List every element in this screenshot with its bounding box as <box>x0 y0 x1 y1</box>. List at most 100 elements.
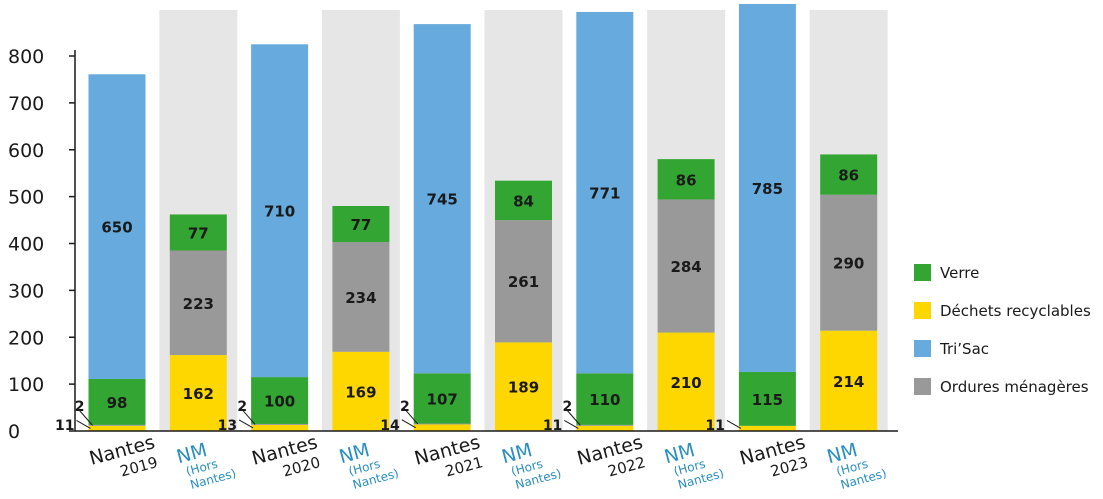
data-label: 210 <box>670 374 701 392</box>
data-label: 115 <box>752 391 783 409</box>
bar-segment <box>738 3 796 372</box>
data-label: 189 <box>508 379 539 397</box>
data-label: 162 <box>183 385 214 403</box>
data-label: 223 <box>183 295 214 313</box>
bar-segment <box>169 214 227 251</box>
bar-segment <box>413 423 471 425</box>
data-label: 785 <box>752 180 783 198</box>
y-tick-label: 400 <box>8 234 44 256</box>
y-axis: 0 100 200 300 400 500 600 700 800 <box>8 46 76 443</box>
data-label: 710 <box>264 203 295 221</box>
data-label: 284 <box>670 258 701 276</box>
bar-segment <box>413 24 471 374</box>
bar-segment <box>738 371 796 426</box>
bar-segment <box>576 373 634 425</box>
callout-line <box>565 409 581 426</box>
data-label: 98 <box>107 394 128 412</box>
callout-line <box>726 419 742 429</box>
data-label: 84 <box>513 192 534 210</box>
legend-label: Verre <box>940 264 979 282</box>
y-tick-label: 100 <box>8 374 44 396</box>
callout-line <box>403 407 419 425</box>
y-tick-label: 300 <box>8 280 44 302</box>
data-label: 234 <box>345 289 376 307</box>
bar-segment <box>576 424 634 426</box>
bar-segment <box>169 355 227 431</box>
value-labels: 9865011216222377100710132169234771077451… <box>55 167 864 434</box>
bar-segment <box>576 425 634 431</box>
y-tick-label: 600 <box>8 140 44 162</box>
data-label: 169 <box>345 383 376 401</box>
data-label: 745 <box>427 191 458 209</box>
y-tick-label: 800 <box>8 46 44 68</box>
bar-segment <box>820 330 878 431</box>
data-label: 14 <box>380 418 400 434</box>
legend-swatch <box>914 378 931 395</box>
bar-segment <box>495 342 552 431</box>
data-label: 77 <box>188 224 209 242</box>
y-tick-label: 0 <box>8 421 20 443</box>
callout-line <box>401 419 416 429</box>
data-label: 771 <box>589 185 620 203</box>
bars <box>88 3 878 431</box>
bar-segment <box>820 194 878 331</box>
bar-segment <box>820 154 878 195</box>
data-label: 100 <box>264 393 295 411</box>
bar-segment <box>657 199 715 333</box>
bar-segment <box>332 351 390 431</box>
y-tick-label: 200 <box>8 327 44 349</box>
data-label: 13 <box>218 418 237 434</box>
callout-line <box>78 409 93 426</box>
callout-line <box>564 419 579 429</box>
data-label: 2 <box>75 399 85 415</box>
data-label: 290 <box>833 255 864 273</box>
data-label: 2 <box>400 399 410 415</box>
callout-line <box>76 419 91 429</box>
data-label: 2 <box>563 399 573 415</box>
bar-segment <box>495 180 552 221</box>
data-label: 107 <box>427 390 458 408</box>
bar-segment <box>657 159 715 200</box>
data-label: 77 <box>350 216 371 234</box>
data-label: 11 <box>705 418 724 434</box>
bar-segment <box>495 220 552 343</box>
bar-segment <box>88 74 146 379</box>
bar-segment <box>413 373 471 424</box>
bar-segment <box>251 44 309 378</box>
data-label: 650 <box>101 219 132 237</box>
bar-segment <box>332 242 390 352</box>
legend-label: Tri’Sac <box>939 340 989 358</box>
data-label: 11 <box>55 418 74 434</box>
bar-segment <box>738 425 796 431</box>
bar-segment <box>657 332 715 431</box>
data-label: 214 <box>833 373 864 391</box>
bar-segment <box>251 424 309 431</box>
bar-segment <box>251 423 309 425</box>
bar-segment <box>88 378 146 425</box>
legend-label: Ordures ménagères <box>940 378 1089 396</box>
legend-swatch <box>914 340 931 357</box>
bar-segment <box>88 425 146 431</box>
bar-segment <box>251 377 309 424</box>
data-label: 110 <box>589 391 620 409</box>
legend-swatch <box>914 302 931 319</box>
y-tick-label: 500 <box>8 187 44 209</box>
bar-segment <box>576 11 634 374</box>
legend: Verre Déchets recyclables Tri’Sac Ordures m… <box>914 264 1091 396</box>
data-label: 11 <box>543 418 562 434</box>
bar-segment <box>169 250 227 356</box>
y-tick-label: 700 <box>8 93 44 115</box>
bar-segment <box>413 424 471 431</box>
data-label: 86 <box>676 171 697 189</box>
